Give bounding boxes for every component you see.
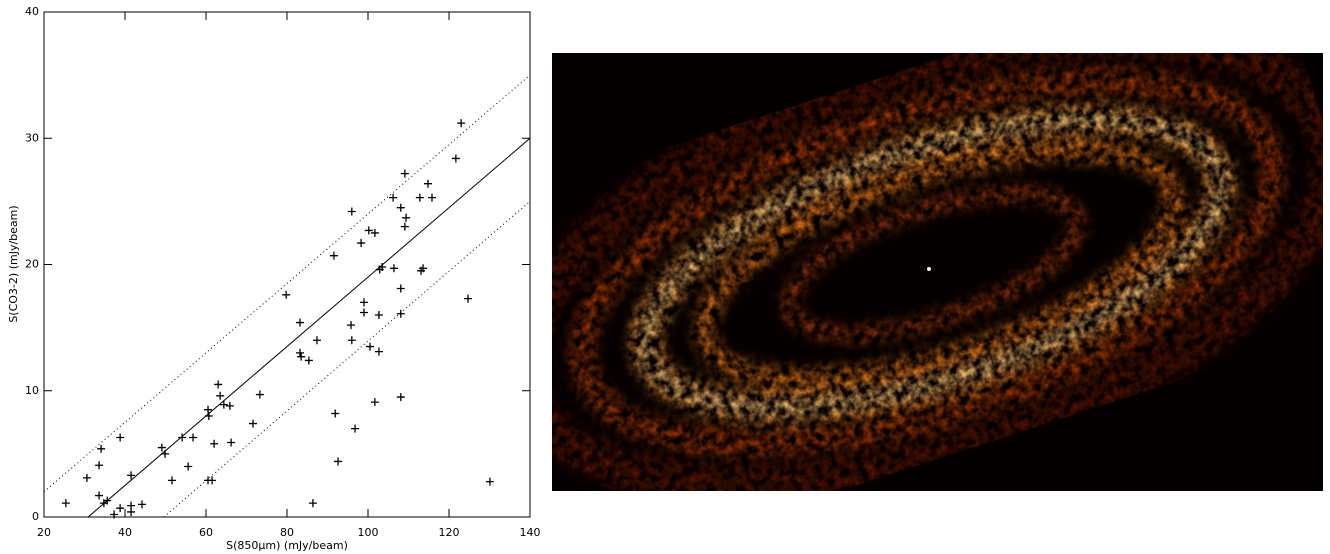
point	[371, 398, 379, 406]
point	[189, 433, 197, 441]
point	[402, 214, 410, 222]
point	[227, 439, 235, 447]
y-tick-label: 10	[25, 384, 39, 397]
x-tick-label: 120	[439, 526, 460, 539]
point	[116, 504, 124, 512]
point	[210, 440, 218, 448]
point	[464, 295, 472, 303]
x-tick-label: 100	[358, 526, 379, 539]
x-tick-label: 20	[37, 526, 51, 539]
point	[347, 321, 355, 329]
point	[297, 353, 305, 361]
point	[296, 319, 304, 327]
point	[457, 119, 465, 127]
point	[220, 401, 228, 409]
point	[249, 420, 257, 428]
x-tick-label: 40	[118, 526, 132, 539]
point	[397, 204, 405, 212]
point	[366, 343, 374, 351]
point	[83, 474, 91, 482]
point	[397, 284, 405, 292]
point	[401, 170, 409, 178]
x-axis-label: S(850μm) (mJy/beam)	[226, 539, 348, 552]
x-tick-label: 80	[280, 526, 294, 539]
page: S(850μm) (mJy/beam) S(CO3-2) (mJy/beam) …	[0, 0, 1330, 554]
point	[334, 457, 342, 465]
y-tick-label: 30	[25, 131, 39, 144]
point	[331, 409, 339, 417]
fit-line	[164, 201, 530, 517]
point	[184, 463, 192, 471]
point	[95, 461, 103, 469]
point	[95, 492, 103, 500]
point	[127, 508, 135, 516]
point	[216, 392, 224, 400]
point	[226, 402, 234, 410]
plot-frame	[44, 12, 530, 517]
point	[351, 425, 359, 433]
point	[309, 499, 317, 507]
point	[116, 433, 124, 441]
point	[357, 239, 365, 247]
point	[390, 264, 398, 272]
point	[330, 252, 338, 260]
point	[428, 194, 436, 202]
point	[397, 393, 405, 401]
point	[168, 476, 176, 484]
fit-line	[88, 138, 530, 517]
point	[97, 445, 105, 453]
point	[214, 380, 222, 388]
point	[486, 478, 494, 486]
point	[416, 194, 424, 202]
point	[375, 311, 383, 319]
point	[256, 391, 264, 399]
figure: S(850μm) (mJy/beam) S(CO3-2) (mJy/beam) …	[0, 0, 1330, 554]
point	[348, 336, 356, 344]
point	[401, 223, 409, 231]
point	[375, 348, 383, 356]
point	[205, 412, 213, 420]
point	[424, 180, 432, 188]
point	[360, 308, 368, 316]
point	[348, 207, 356, 215]
point	[296, 349, 304, 357]
point	[360, 298, 368, 306]
point	[62, 499, 70, 507]
x-tick-label: 140	[520, 526, 541, 539]
point	[282, 291, 290, 299]
y-tick-label: 0	[32, 510, 39, 523]
point	[305, 356, 313, 364]
y-tick-label: 20	[25, 258, 39, 271]
point	[452, 154, 460, 162]
y-axis-label: S(CO3-2) (mJy/beam)	[7, 205, 20, 322]
galaxy-image	[469, 0, 1330, 554]
point	[313, 336, 321, 344]
x-tick-label: 60	[199, 526, 213, 539]
fit-line	[44, 75, 530, 492]
point	[138, 500, 146, 508]
y-tick-label: 40	[25, 5, 39, 18]
